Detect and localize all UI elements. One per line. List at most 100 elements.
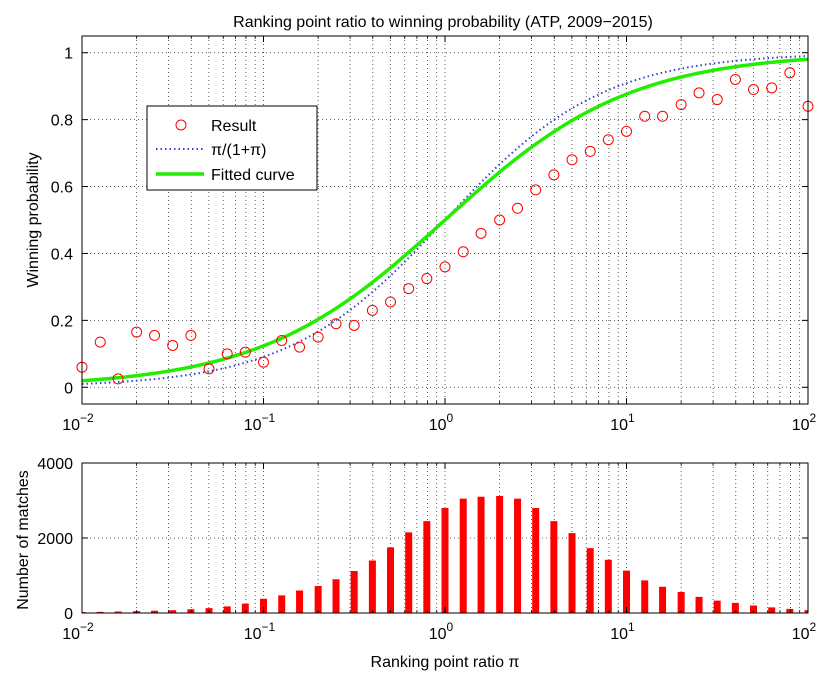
match-count-bar bbox=[241, 603, 249, 614]
match-count-bar bbox=[641, 580, 649, 614]
result-marker bbox=[203, 363, 215, 375]
result-marker bbox=[602, 134, 614, 146]
match-count-bar bbox=[550, 521, 558, 614]
match-count-bar bbox=[568, 533, 576, 614]
match-count-bar bbox=[768, 607, 776, 614]
match-count-bar bbox=[169, 610, 177, 613]
match-count-bar bbox=[151, 610, 159, 613]
top-x-tick-label: 101 bbox=[610, 411, 635, 434]
chart-title: Ranking point ratio to winning probabili… bbox=[233, 14, 653, 31]
match-count-bar bbox=[731, 602, 739, 614]
result-marker bbox=[239, 346, 251, 358]
result-marker bbox=[729, 73, 741, 85]
match-count-bar bbox=[260, 598, 267, 613]
result-marker bbox=[621, 125, 632, 137]
top-x-tick-label: 102 bbox=[792, 411, 817, 434]
match-count-bar bbox=[96, 611, 104, 614]
legend-result-label: Result bbox=[211, 118, 257, 135]
match-count-bar bbox=[623, 570, 630, 614]
result-marker bbox=[657, 110, 669, 122]
match-count-bar bbox=[750, 605, 758, 613]
top-x-tick-label: 10−2 bbox=[62, 411, 94, 434]
bottom-y-tick-label: 2000 bbox=[37, 531, 73, 548]
match-count-bar bbox=[368, 560, 376, 613]
match-count-bar bbox=[514, 498, 522, 614]
match-count-bar bbox=[350, 571, 358, 613]
match-count-bar bbox=[477, 496, 485, 613]
result-marker bbox=[421, 273, 433, 285]
result-marker bbox=[185, 329, 197, 341]
result-marker bbox=[439, 261, 451, 273]
result-marker bbox=[258, 356, 269, 368]
top-panel: 0 0.2 0.4 0.6 0.8 1 10−2 10−1 100 101 102 Winning… bbox=[25, 35, 817, 434]
bottom-y-tick-labels: 0 2000 4000 bbox=[37, 456, 73, 623]
match-count-bar bbox=[314, 586, 322, 613]
result-marker bbox=[711, 94, 723, 106]
result-marker bbox=[566, 154, 578, 166]
result-marker bbox=[530, 184, 542, 196]
top-x-tick-label: 100 bbox=[429, 411, 454, 434]
result-marker bbox=[748, 84, 760, 96]
match-count-bar bbox=[496, 496, 504, 613]
result-marker bbox=[512, 202, 524, 214]
top-ticks bbox=[81, 36, 809, 404]
match-count-bar bbox=[604, 559, 612, 613]
bottom-x-tick-label: 101 bbox=[610, 620, 635, 643]
result-marker bbox=[784, 67, 796, 79]
result-marker bbox=[294, 341, 306, 353]
fitted-curve bbox=[81, 57, 809, 383]
bottom-bars bbox=[82, 496, 808, 614]
result-marker bbox=[366, 304, 378, 316]
match-count-bar bbox=[659, 586, 667, 613]
match-count-bar bbox=[695, 596, 703, 614]
top-y-axis-label: Winning probability bbox=[25, 152, 42, 287]
bottom-y-tick-label: 4000 bbox=[37, 456, 73, 473]
top-y-tick-label: 1 bbox=[64, 46, 73, 63]
result-marker bbox=[475, 227, 487, 239]
bottom-x-tick-label: 100 bbox=[429, 620, 454, 643]
match-count-bar bbox=[296, 590, 304, 613]
result-marker bbox=[457, 246, 469, 258]
top-y-tick-label: 0.2 bbox=[51, 313, 73, 330]
result-marker bbox=[112, 373, 124, 385]
match-count-bar bbox=[332, 579, 340, 613]
top-y-tick-label: 0.8 bbox=[51, 113, 73, 130]
result-marker bbox=[276, 334, 288, 346]
result-marker bbox=[693, 87, 705, 99]
top-x-tick-label: 10−1 bbox=[244, 411, 276, 434]
result-marker bbox=[348, 319, 360, 331]
result-marker bbox=[312, 331, 324, 343]
match-count-bar bbox=[804, 610, 808, 613]
result-marker bbox=[221, 348, 233, 360]
match-count-bar bbox=[441, 508, 449, 613]
result-marker bbox=[766, 82, 778, 94]
result-marker bbox=[149, 329, 161, 341]
match-count-bar bbox=[586, 548, 594, 614]
legend-fit-label: Fitted curve bbox=[211, 167, 295, 184]
match-count-bar bbox=[405, 532, 413, 614]
top-y-tick-labels: 0 0.2 0.4 0.6 0.8 1 bbox=[51, 46, 73, 398]
bottom-y-axis-label: Number of matches bbox=[15, 470, 32, 610]
legend-result-marker bbox=[175, 119, 187, 131]
match-count-bar bbox=[459, 498, 467, 614]
top-y-tick-label: 0.6 bbox=[51, 180, 73, 197]
bottom-y-tick-label: 0 bbox=[64, 606, 73, 623]
result-marker bbox=[584, 145, 596, 157]
result-marker bbox=[94, 336, 106, 348]
bottom-ticks bbox=[81, 462, 809, 614]
match-count-bar bbox=[677, 592, 685, 613]
top-y-tick-label: 0.4 bbox=[51, 246, 73, 263]
bottom-x-tick-labels: 10−2 10−1 100 101 102 bbox=[62, 620, 816, 643]
result-marker bbox=[385, 296, 397, 308]
match-count-bar bbox=[786, 608, 794, 614]
result-marker bbox=[403, 283, 415, 295]
result-marker bbox=[494, 214, 506, 226]
match-count-bar bbox=[532, 508, 540, 613]
result-marker bbox=[167, 339, 179, 351]
result-marker bbox=[675, 99, 687, 111]
match-count-bar bbox=[713, 600, 721, 614]
legend: Result π/(1+π) Fitted curve bbox=[146, 105, 318, 191]
top-curves bbox=[81, 55, 809, 385]
result-marker bbox=[330, 318, 342, 330]
